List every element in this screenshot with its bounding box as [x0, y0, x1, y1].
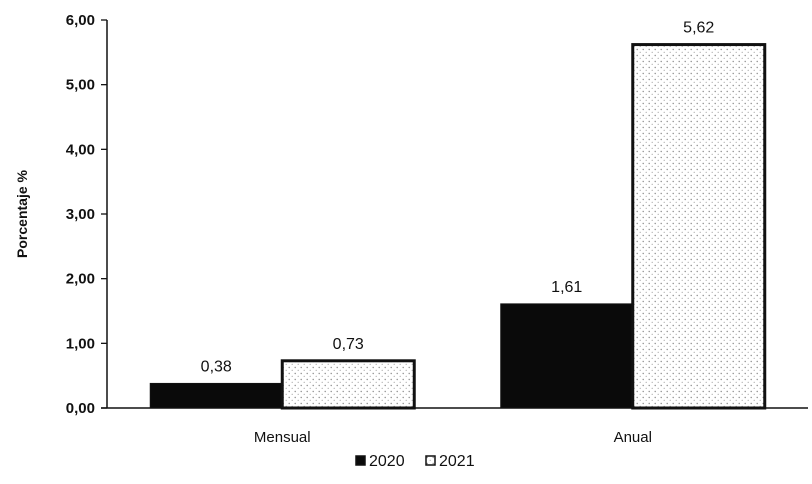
y-tick-label: 1,00 — [66, 335, 95, 352]
bars: 0,38 0,73 1,61 5,62 — [149, 20, 767, 410]
category-label-mensual: Mensual — [254, 429, 311, 446]
y-tick-label: 6,00 — [66, 12, 95, 29]
legend-swatch-2020 — [355, 455, 366, 466]
bar-2020-mensual — [149, 382, 283, 409]
data-label: 0,38 — [201, 358, 232, 375]
category-label-anual: Anual — [614, 429, 652, 446]
category-labels: Mensual Anual — [254, 429, 652, 446]
y-tick-label: 2,00 — [66, 271, 95, 288]
bar-2021-anual — [631, 43, 767, 410]
y-tick-label: 0,00 — [66, 400, 95, 417]
y-axis-label: Porcentaje % — [14, 169, 30, 257]
data-label: 0,73 — [333, 336, 364, 353]
bar-2020-anual — [500, 303, 634, 409]
y-ticks: 0,00 1,00 2,00 3,00 4,00 5,00 6,00 — [66, 12, 107, 417]
legend-swatch-2021 — [425, 455, 436, 466]
data-label: 1,61 — [551, 279, 582, 296]
legend-label-2020: 2020 — [369, 453, 405, 470]
y-tick-label: 3,00 — [66, 206, 95, 223]
legend: 2020 2021 — [355, 453, 475, 470]
bar-2021-mensual — [280, 359, 416, 410]
y-tick-label: 4,00 — [66, 141, 95, 158]
y-tick-label: 5,00 — [66, 77, 95, 94]
legend-label-2021: 2021 — [439, 453, 475, 470]
data-label: 5,62 — [683, 20, 714, 37]
